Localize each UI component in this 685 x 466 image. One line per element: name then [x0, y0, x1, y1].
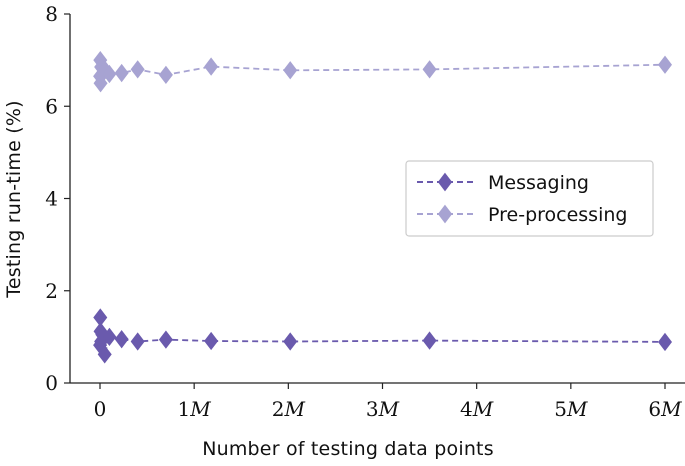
legend-label-pre-processing: Pre-processing: [488, 204, 627, 226]
x-tick-label: 4M: [460, 397, 494, 421]
data-point-pre-processing: [158, 65, 173, 85]
legend-box: [405, 160, 654, 237]
data-point-pre-processing: [204, 57, 219, 76]
x-tick-label: 6M: [648, 397, 682, 421]
data-point-messaging: [204, 331, 219, 351]
legend-item-messaging: Messaging: [417, 172, 589, 194]
data-point-pre-processing: [102, 64, 117, 84]
series-line-messaging: [99, 317, 666, 355]
series-line-pre-processing: [99, 60, 666, 84]
y-tick-label: 8: [45, 2, 58, 26]
x-tick-label: 3M: [366, 397, 400, 421]
legend-item-pre-processing: Pre-processing: [417, 204, 627, 226]
legend-marker-pre-processing: [437, 204, 453, 224]
series-layer: [93, 50, 673, 364]
x-tick-label: 2M: [272, 397, 306, 421]
x-tick-label: 5M: [554, 397, 588, 421]
y-axis-title: Testing run-time (%): [3, 100, 25, 298]
data-point-messaging: [130, 332, 145, 351]
series-pre-processing: [93, 50, 673, 93]
legend-label-messaging: Messaging: [488, 172, 589, 194]
x-axis-title: Number of testing data points: [202, 438, 494, 460]
data-point-pre-processing: [422, 60, 437, 79]
data-point-pre-processing: [114, 63, 129, 83]
data-point-pre-processing: [130, 60, 145, 79]
data-point-messaging: [283, 332, 298, 351]
data-point-messaging: [97, 345, 112, 364]
y-tick-label: 2: [45, 279, 58, 303]
x-tick-label: 1M: [178, 397, 212, 421]
data-point-pre-processing: [657, 55, 673, 74]
legend: Messaging Pre-processing: [405, 160, 654, 237]
legend-marker-messaging: [437, 172, 453, 192]
data-point-messaging: [114, 330, 129, 349]
data-point-messaging: [158, 330, 173, 349]
data-point-messaging: [657, 332, 673, 352]
y-tick-label: 6: [45, 94, 58, 118]
data-point-messaging: [422, 331, 437, 350]
y-tick-label: 4: [45, 187, 58, 211]
series-messaging: [93, 308, 673, 364]
axes-layer: 0 2 4 6 8 0 1M 2M 3M 4M 5M 6M: [45, 2, 685, 421]
data-point-messaging: [102, 327, 117, 347]
x-tick-label: 0: [94, 397, 107, 421]
y-tick-label: 0: [45, 371, 58, 395]
data-point-pre-processing: [283, 61, 298, 80]
